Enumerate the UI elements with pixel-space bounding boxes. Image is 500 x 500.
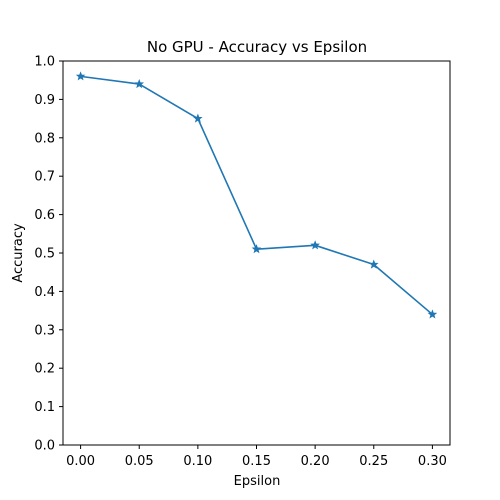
x-tick-label: 0.10 (183, 454, 212, 469)
x-tick-label: 0.15 (242, 454, 271, 469)
y-tick-label: 0.1 (34, 400, 55, 415)
plot-frame (62, 60, 451, 446)
y-tick-label: 0.8 (34, 131, 55, 146)
x-axis: 0.00 0.05 0.10 0.15 0.20 0.25 0.30 (66, 445, 447, 469)
x-axis-label: Epsilon (234, 474, 281, 489)
data-point-star (134, 79, 145, 89)
x-tick-label: 0.05 (125, 454, 154, 469)
y-tick-label: 0.3 (34, 323, 55, 338)
y-tick-label: 0.0 (34, 439, 55, 454)
y-tick-label: 1.0 (34, 55, 55, 70)
data-point-star (75, 71, 86, 81)
chart-title: No GPU - Accuracy vs Epsilon (147, 38, 367, 56)
x-tick-label: 0.20 (301, 454, 330, 469)
data-point-star (368, 259, 379, 269)
data-point-star (427, 309, 438, 319)
y-tick-label: 0.6 (34, 208, 55, 223)
x-tick-label: 0.25 (359, 454, 388, 469)
data-point-star (193, 113, 203, 123)
y-axis-label: Accuracy (11, 223, 26, 283)
y-tick-label: 0.7 (34, 170, 55, 185)
y-tick-label: 0.2 (34, 362, 55, 377)
data-point-star (251, 244, 262, 254)
series-line (80, 75, 433, 316)
data-point-star (310, 240, 320, 250)
y-tick-label: 0.9 (34, 93, 55, 108)
y-tick-label: 0.4 (34, 285, 55, 300)
y-axis: 0.0 0.1 0.2 0.3 0.4 0.5 0.6 0.7 0.8 0.9 1.0 (34, 55, 63, 454)
x-tick-label: 0.30 (418, 454, 447, 469)
y-tick-label: 0.5 (34, 247, 55, 262)
plot-area (75, 71, 438, 319)
x-tick-label: 0.00 (66, 454, 95, 469)
